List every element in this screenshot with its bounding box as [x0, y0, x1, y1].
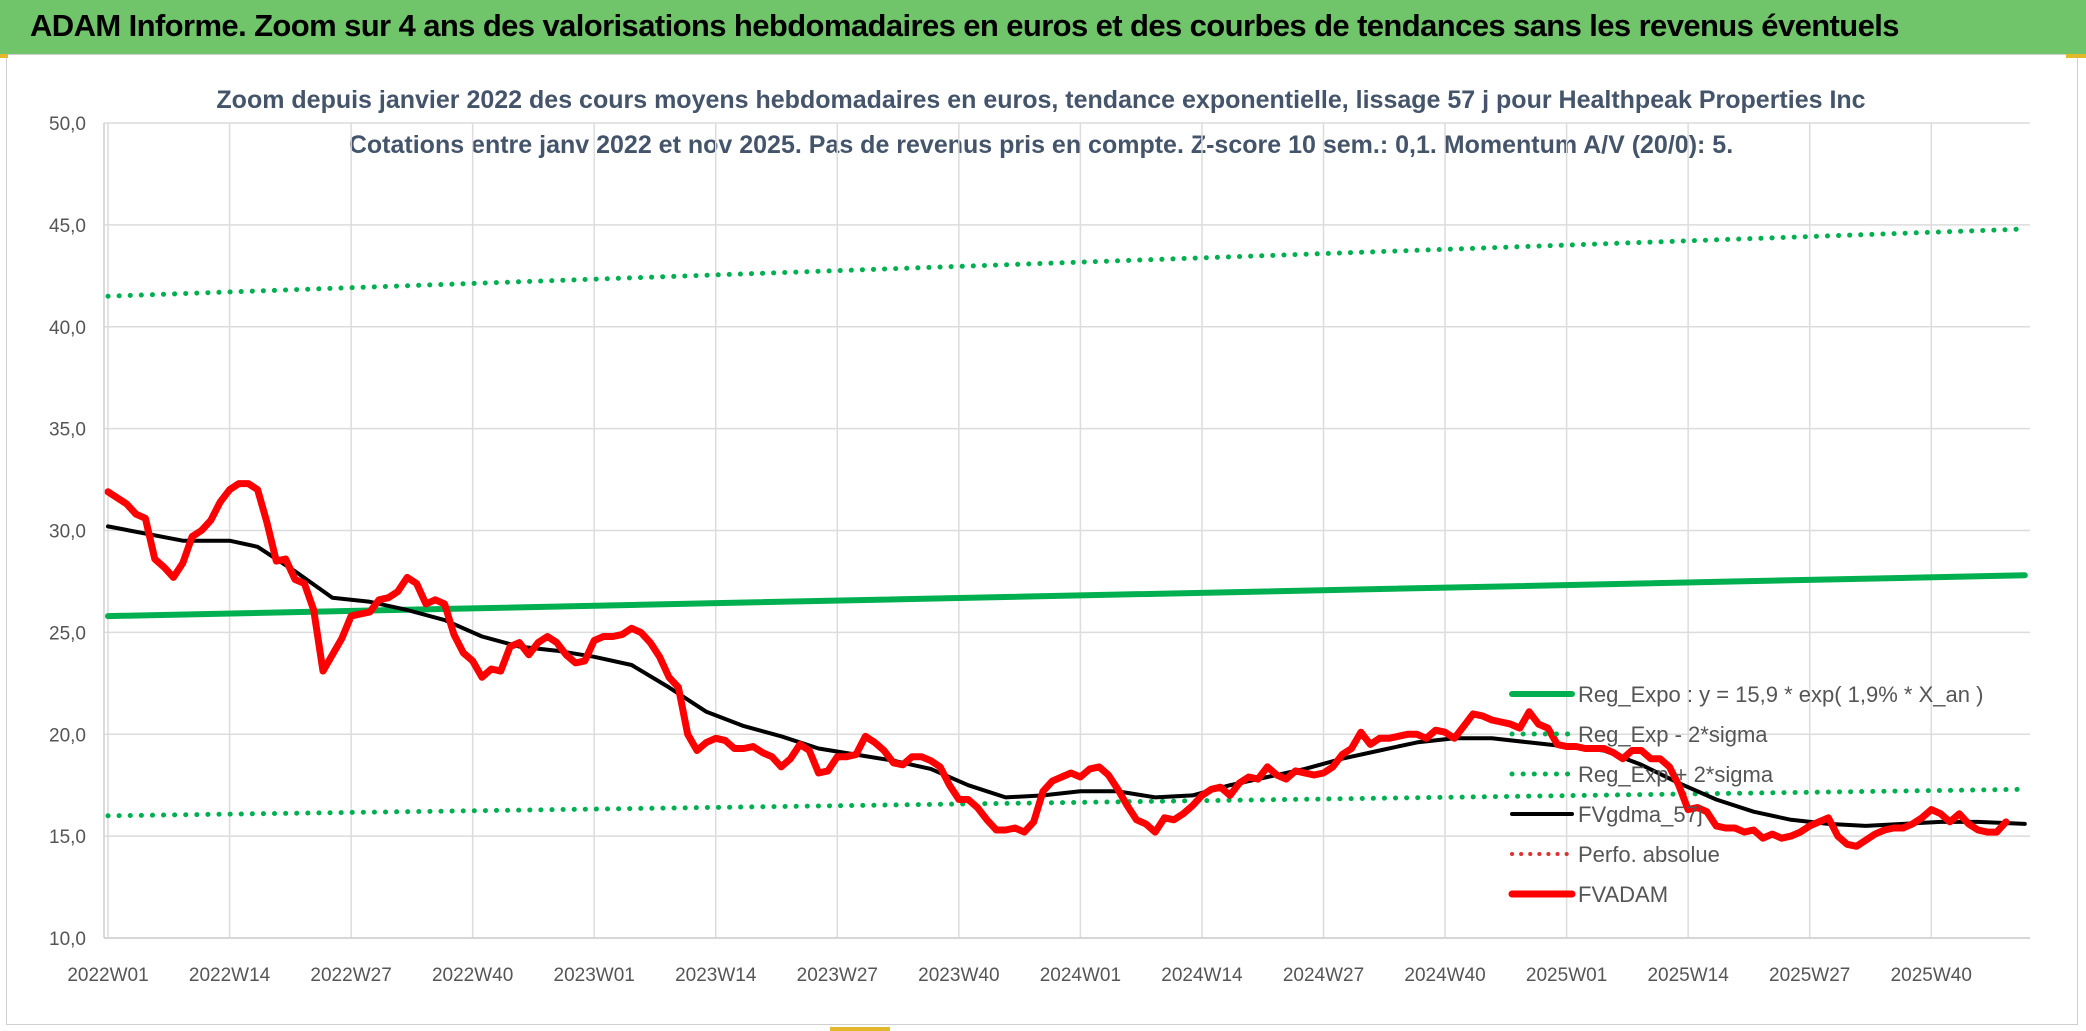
corner-accent-left [0, 54, 8, 58]
x-tick-label: 2024W27 [1283, 965, 1364, 986]
y-tick-label: 50,0 [49, 114, 86, 135]
legend: Reg_Expo : y = 15,9 * exp( 1,9% * X_an )… [1508, 682, 1983, 907]
y-tick-label: 10,0 [49, 929, 86, 950]
series-group [104, 226, 2028, 850]
x-tick-label: 2024W14 [1161, 965, 1243, 986]
x-tick-label: 2025W14 [1647, 965, 1729, 986]
x-tick-label: 2023W27 [797, 965, 878, 986]
y-tick-label: 35,0 [49, 420, 86, 441]
x-tick-label: 2024W01 [1040, 965, 1121, 986]
legend-label: FVADAM [1578, 882, 1668, 907]
x-tick-label: 2025W27 [1769, 965, 1850, 986]
legend-label: FVgdma_57j [1578, 802, 1703, 827]
fvadam-line [104, 480, 2010, 850]
x-tick-label: 2023W14 [675, 965, 757, 986]
y-tick-label: 20,0 [49, 725, 86, 746]
y-tick-label: 45,0 [49, 216, 86, 237]
x-tick-label: 2025W01 [1526, 965, 1607, 986]
legend-label: Reg_Expo : y = 15,9 * exp( 1,9% * X_an ) [1578, 682, 1983, 707]
x-tick-label: 2022W01 [67, 965, 148, 986]
grid [104, 122, 2030, 939]
title-banner: ADAM Informe. Zoom sur 4 ans des valoris… [0, 0, 2086, 54]
bottom-accent [830, 1027, 890, 1031]
y-tick-label: 40,0 [49, 318, 86, 339]
legend-label: Perfo. absolue [1578, 842, 1720, 867]
x-tick-label: 2022W14 [189, 965, 271, 986]
legend-label: Reg_Exp + 2*sigma [1578, 762, 1774, 787]
fvgdma-57j-line [106, 524, 2027, 828]
x-tick-label: 2023W40 [918, 965, 999, 986]
reg-exp-plus-2sigma-line [105, 226, 2028, 299]
axes: 10,0 15,0 20,0 25,0 30,0 35,0 40,0 45,0 50,0 2022… [0, 54, 2086, 986]
page-title: ADAM Informe. Zoom sur 4 ans des valoris… [30, 8, 1900, 43]
x-tick-label: 2024W40 [1404, 965, 1485, 986]
x-tick-label: 2023W01 [554, 965, 635, 986]
y-tick-label: 30,0 [49, 522, 86, 543]
x-tick-label: 2025W40 [1891, 965, 1972, 986]
x-tick-label: 2022W27 [310, 965, 391, 986]
chart-title: Zoom depuis janvier 2022 des cours moyen… [216, 86, 1865, 114]
chart-subtitle: Cotations entre janv 2022 et nov 2025. P… [349, 131, 1733, 159]
reg-expo-line [105, 572, 2028, 620]
y-tick-label: 15,0 [49, 827, 86, 848]
corner-accent-right [2066, 54, 2086, 58]
x-tick-label: 2022W40 [432, 965, 513, 986]
y-tick-label: 25,0 [49, 623, 86, 644]
legend-label: Reg_Exp - 2*sigma [1578, 722, 1768, 747]
